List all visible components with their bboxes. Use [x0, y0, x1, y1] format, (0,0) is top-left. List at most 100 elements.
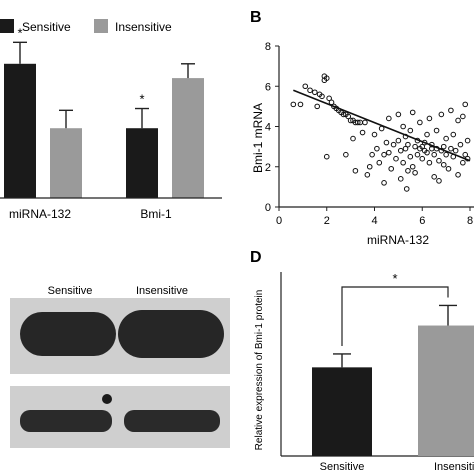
scatter-point [409, 163, 416, 170]
scatter-point [448, 107, 454, 114]
scatter-point [448, 145, 454, 152]
scatter-point [376, 159, 383, 166]
scatter-point [323, 75, 330, 81]
significance-star: * [17, 25, 22, 40]
panel-b-axes [278, 46, 474, 208]
x-tick-label: 4 [371, 215, 377, 227]
panel-b-y-axis-label: Bmi-1 mRNA [251, 103, 265, 173]
scatter-point [426, 159, 433, 166]
scatter-point [407, 127, 414, 134]
blot-band-bottom-insensitive [124, 410, 220, 432]
scatter-point [397, 147, 404, 154]
scatter-point [386, 115, 392, 122]
blot-band-top-insensitive [118, 310, 224, 358]
scatter-point [319, 93, 325, 100]
y-tick-label: 2 [265, 162, 271, 174]
scatter-point [326, 95, 332, 102]
scatter-point [405, 167, 411, 174]
panel-d-significance-bracket: * [341, 271, 449, 346]
scatter-point [347, 117, 354, 124]
panel-b: B 0 2 4 6 8 0 2 4 6 8 miRNA-132 Bmi-1 mRNA [250, 9, 474, 247]
scatter-point [412, 169, 418, 176]
x-tick-label: 2 [324, 215, 330, 227]
scatter-point [359, 129, 366, 136]
scatter-point [354, 119, 361, 126]
panel-a-legend: Sensitive Insensitive [0, 19, 172, 34]
legend-label-sensitive: Sensitive [22, 20, 71, 34]
panel-b-trendline [293, 89, 471, 162]
scatter-point [419, 155, 426, 162]
panel-a: Sensitive Insensitive ** miRNA-132 Bmi-1 [0, 19, 222, 221]
scatter-point [323, 153, 330, 160]
scatter-point [302, 83, 309, 90]
scatter-point [395, 111, 402, 118]
category-label-insensitive: Insensitive [434, 461, 474, 473]
category-label-bmi-1: Bmi-1 [140, 207, 172, 221]
scatter-point [402, 145, 409, 152]
scatter-point [407, 153, 414, 160]
scatter-point [386, 149, 392, 156]
scatter-point [388, 165, 395, 172]
scatter-point [462, 101, 469, 108]
y-tick-label: 8 [265, 41, 271, 53]
scatter-point [460, 159, 466, 166]
scatter-point [369, 151, 375, 158]
scatter-point [457, 141, 464, 148]
scatter-point [440, 161, 447, 168]
scatter-point [431, 174, 437, 180]
panel-b-x-axis-label: miRNA-132 [367, 233, 429, 247]
bar-sensitive [312, 367, 372, 456]
scatter-point [440, 143, 447, 150]
scatter-point [314, 103, 321, 110]
legend-swatch-insensitive [94, 19, 108, 33]
scatter-point [393, 155, 399, 162]
scatter-point [464, 137, 471, 144]
scatter-point [409, 109, 416, 116]
scatter-point [297, 101, 304, 108]
panel-label-b: B [250, 9, 262, 26]
x-tick-label: 6 [419, 215, 425, 227]
panel-a-category-labels: miRNA-132 Bmi-1 [9, 207, 172, 221]
scatter-point [390, 141, 397, 148]
panel-d-bars [312, 304, 474, 456]
panel-label-d: D [250, 249, 262, 266]
scatter-point [438, 111, 445, 118]
scatter-point [443, 151, 449, 158]
blot-label-insensitive: Insensitive [136, 285, 188, 297]
scatter-point [383, 139, 390, 146]
panel-a-bars: ** [4, 25, 204, 198]
scatter-point [290, 101, 297, 108]
scatter-point [395, 137, 402, 144]
y-tick-label: 0 [265, 202, 271, 214]
scatter-point [455, 117, 461, 124]
significance-star: * [139, 92, 144, 107]
scatter-point [436, 157, 442, 164]
scatter-point [340, 111, 347, 118]
panel-b-y-ticks: 0 2 4 6 8 [265, 41, 279, 214]
scatter-point [436, 178, 442, 184]
bar-bmi-1-insensitive [172, 78, 204, 198]
scatter-point [381, 151, 387, 158]
scatter-point [403, 186, 410, 192]
panel-d: D * Sensitive Insensitive Relative expre… [250, 249, 474, 473]
scatter-point [424, 149, 430, 156]
panel-d-y-axis-label: Relative expression of Bmi-1 protein [254, 290, 265, 451]
bar-mirna-132-insensitive [50, 128, 82, 198]
scatter-point [443, 135, 449, 142]
significance-bracket-line [341, 286, 449, 346]
panel-b-points [290, 73, 471, 192]
blot-label-sensitive: Sensitive [48, 285, 93, 297]
blot-band-top-sensitive [20, 312, 116, 356]
scatter-point [424, 131, 430, 138]
scatter-point [307, 87, 313, 94]
scatter-point [462, 151, 469, 158]
legend-swatch-sensitive [0, 19, 14, 33]
scatter-point [400, 159, 406, 166]
scatter-point [362, 119, 368, 126]
scatter-point [445, 165, 452, 172]
significance-star: * [392, 271, 397, 286]
scatter-point [455, 172, 461, 178]
scatter-point [343, 151, 349, 158]
scatter-point [374, 145, 380, 152]
